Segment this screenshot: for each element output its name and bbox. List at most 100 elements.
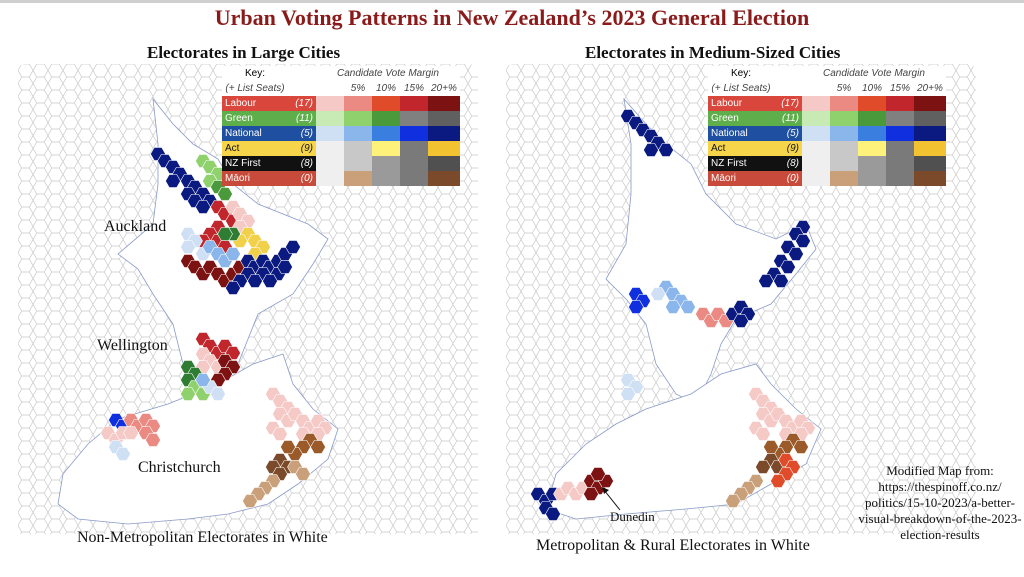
key-row: Act (9) — [222, 141, 460, 156]
key-party-name: Act — [222, 141, 288, 156]
key-swatch — [344, 156, 372, 171]
electorate-hex — [115, 447, 131, 461]
key-swatch — [316, 156, 344, 171]
key-party-seats: (0) — [774, 171, 802, 186]
key-swatch — [316, 96, 344, 111]
key-party-seats: (17) — [774, 96, 802, 111]
electorate-hex — [755, 460, 771, 474]
key-swatch — [400, 156, 428, 171]
key-swatch — [914, 156, 946, 171]
key-party-name: Māori — [222, 171, 288, 186]
electorate-hex — [725, 494, 741, 508]
key-swatch — [886, 96, 914, 111]
key-swatch — [830, 141, 858, 156]
electorate-hex — [658, 143, 674, 157]
margin-15: 15% — [889, 83, 910, 94]
key-swatch — [802, 126, 830, 141]
key-party-name: National — [708, 126, 774, 141]
margin-label: Candidate Vote Margin — [822, 68, 925, 79]
electorate-hex — [272, 427, 288, 441]
key-party-name: Act — [708, 141, 774, 156]
electorate-hex — [280, 440, 296, 454]
key-label: Key: — [244, 68, 265, 79]
electorate-hex — [295, 467, 311, 481]
key-swatch — [400, 111, 428, 126]
electorate-hex — [590, 467, 606, 481]
key-row: National (5) — [708, 126, 946, 141]
key-swatch — [316, 141, 344, 156]
electorate-hex — [145, 433, 161, 447]
key-swatch — [372, 96, 400, 111]
key-swatch — [830, 126, 858, 141]
electorate-hex — [628, 300, 644, 314]
electorate-hex — [225, 281, 241, 295]
right-caption: Metropolitan & Rural Electorates in Whit… — [536, 537, 810, 554]
key-row: Green (11) — [222, 111, 460, 126]
left-caption: Non-Metropolitan Electorates in White — [77, 529, 328, 546]
electorate-hex — [242, 494, 258, 508]
key-swatch — [400, 171, 428, 186]
key-swatch — [344, 141, 372, 156]
key-swatch — [372, 141, 400, 156]
city-label-auckland: Auckland — [104, 218, 167, 235]
city-label-christchurch: Christchurch — [138, 459, 221, 476]
key-row: Labour (17) — [708, 96, 946, 111]
right-map-key: Key: Candidate Vote Margin (+ List Seats… — [708, 66, 946, 186]
key-swatch — [316, 171, 344, 186]
margin-label: Candidate Vote Margin — [336, 68, 439, 79]
key-party-name: NZ First — [222, 156, 288, 171]
key-swatch — [344, 96, 372, 111]
left-map-key: Key: Candidate Vote Margin (+ List Seats… — [222, 66, 460, 186]
margin-15: 15% — [403, 83, 424, 94]
margin-10: 10% — [375, 83, 396, 94]
key-swatch — [316, 111, 344, 126]
key-swatch — [914, 126, 946, 141]
electorate-hex — [770, 474, 786, 488]
key-swatch — [858, 126, 886, 141]
key-party-name: Green — [222, 111, 288, 126]
left-panel-heading: Electorates in Large Cities — [147, 43, 341, 62]
key-row: Māori (0) — [708, 171, 946, 186]
electorate-hex — [755, 427, 771, 441]
dunedin-arrow — [602, 487, 621, 511]
electorate-hex — [247, 274, 263, 288]
key-swatch — [428, 141, 460, 156]
key-swatch — [400, 96, 428, 111]
key-party-seats: (17) — [288, 96, 316, 111]
electorate-hex — [180, 240, 196, 254]
electorate-hex — [583, 487, 599, 501]
key-party-seats: (5) — [774, 126, 802, 141]
north-island-shape — [605, 97, 817, 405]
right-panel-heading: Electorates in Medium-Sized Cities — [585, 43, 841, 62]
margin-20: 20+% — [917, 83, 943, 94]
key-swatch — [372, 111, 400, 126]
key-party-name: Labour — [708, 96, 774, 111]
key-row: Green (11) — [708, 111, 946, 126]
key-row: Act (9) — [708, 141, 946, 156]
electorate-hex — [285, 240, 301, 254]
key-swatch — [316, 126, 344, 141]
electorate-hex — [650, 287, 666, 301]
key-swatch — [858, 96, 886, 111]
electorate-hex — [643, 143, 659, 157]
key-swatch — [830, 156, 858, 171]
key-party-name: Labour — [222, 96, 288, 111]
electorate-hex — [545, 507, 561, 521]
key-swatch — [400, 141, 428, 156]
electorate-hex — [758, 274, 774, 288]
electorate-hex — [788, 247, 804, 261]
electorate-hex — [195, 200, 211, 214]
electorate-hex — [123, 426, 139, 440]
key-row: National (5) — [222, 126, 460, 141]
key-swatch — [372, 171, 400, 186]
key-party-seats: (9) — [774, 141, 802, 156]
key-swatch — [428, 111, 460, 126]
key-swatch — [428, 96, 460, 111]
seats-label: (+ List Seats) — [225, 83, 285, 94]
electorate-hex — [210, 387, 226, 401]
key-swatch — [858, 141, 886, 156]
key-row: Labour (17) — [222, 96, 460, 111]
electorate-hex — [217, 187, 233, 201]
electorate-hex — [780, 260, 796, 274]
key-swatch — [344, 171, 372, 186]
